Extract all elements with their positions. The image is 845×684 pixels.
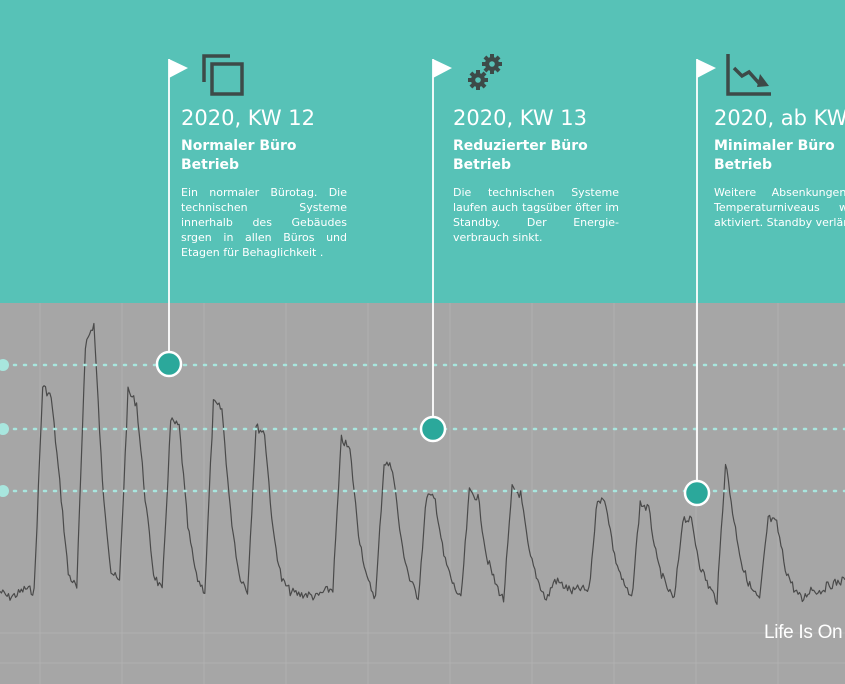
milestone-subtitle: Minimaler Büro Betrieb [714,138,835,173]
copy-icon [202,54,244,96]
declining-chart-icon [726,54,771,96]
milestone-description: Die technischen Systeme laufen auch tags… [453,186,619,244]
milestone-description: Weitere Absenkungen der Temperaturniveau… [714,186,845,229]
milestone-title: 2020, KW 12 [181,106,315,130]
milestone-title: 2020, KW 13 [453,106,587,130]
energy-consumption-chart [0,303,845,684]
milestone-description: Ein normaler Bürotag. Die technischen Sy… [181,186,347,259]
chart-series [0,322,845,605]
series-line [0,322,845,605]
brand-text: Life Is On [764,622,843,643]
gears-icon [468,54,502,90]
header-panel [0,0,845,303]
milestone-subtitle: Normaler Büro Betrieb [181,138,297,173]
milestone-title: 2020, ab KW [714,106,845,130]
chart-grid [0,303,845,684]
energy-chart-area [0,303,845,684]
brand-logo: Life Is On [764,622,843,644]
milestone-subtitle: Reduzierter Büro Betrieb [453,138,588,173]
